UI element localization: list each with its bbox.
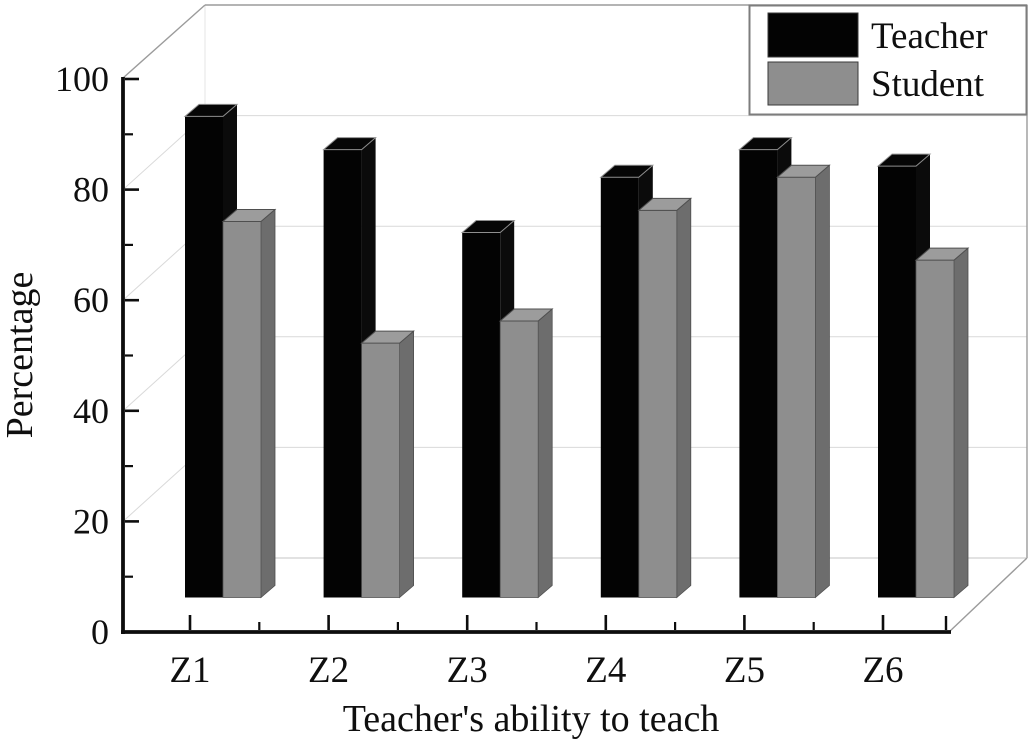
bar-front-face: [600, 177, 639, 598]
bar-student-z6: [914, 247, 970, 599]
bar-top-face: [460, 220, 516, 234]
bar-top-face: [876, 153, 932, 167]
bar-front-face: [638, 209, 678, 598]
legend: Teacher Student: [748, 4, 1028, 116]
frame-top-left-diagonal: [122, 4, 206, 79]
tick-labels-layer: 0 20 40 60 80 100 Z1 Z2 Z3 Z4 Z5 Z6: [55, 59, 904, 691]
x-tick-label-z2: Z2: [308, 650, 349, 691]
y-tick-label-20: 20: [73, 501, 109, 541]
bars-layer: [183, 103, 970, 599]
y-tick-label-60: 60: [73, 280, 109, 320]
bar-top-face: [498, 308, 554, 322]
bar-top-face: [776, 164, 831, 178]
bar-side-face: [260, 208, 276, 599]
y-axis-title: Percentage: [0, 272, 41, 439]
bar-front-face: [777, 176, 816, 598]
frame-floor-right-diagonal: [948, 557, 1028, 633]
bar-front-face: [222, 221, 262, 598]
bar-top-face: [221, 208, 277, 222]
axes-layer: [121, 77, 951, 634]
bar-top-face: [322, 137, 377, 151]
x-tick-label-z5: Z5: [724, 650, 765, 691]
bar-front-face: [499, 320, 539, 598]
bar-front-face: [361, 342, 401, 598]
bar-student-z1: [221, 208, 277, 599]
y-tick-label-0: 0: [91, 612, 109, 652]
legend-label-student: Student: [871, 64, 985, 105]
x-axis-title: Teacher's ability to teach: [343, 698, 720, 740]
bar-top-face: [914, 247, 970, 261]
y-tick-label-80: 80: [73, 170, 109, 210]
bar-student-z5: [776, 164, 831, 599]
bar-student-z3: [498, 308, 554, 599]
legend-swatch-student: [767, 61, 859, 106]
bar-front-face: [185, 116, 223, 598]
y-tick-label-40: 40: [73, 391, 109, 431]
bar-top-face: [637, 197, 693, 211]
bar-student-z2: [360, 330, 415, 599]
bar-side-face: [399, 330, 415, 599]
legend-label-teacher: Teacher: [871, 16, 988, 57]
bar-side-face: [953, 247, 969, 599]
bar-top-face: [599, 164, 655, 178]
bar-front-face: [323, 149, 362, 598]
bar-student-z4: [637, 197, 693, 599]
bar-side-face: [815, 164, 830, 599]
bar-front-face: [739, 149, 778, 598]
x-tick-label-z4: Z4: [585, 650, 626, 691]
bar-side-face: [537, 308, 553, 599]
bar-side-face: [676, 197, 692, 599]
bar-top-face: [183, 103, 239, 117]
bar-front-face: [915, 259, 955, 598]
y-tick-label-100: 100: [55, 59, 109, 99]
bar-front-face: [878, 166, 916, 598]
bar-front-face: [462, 232, 501, 598]
x-tick-label-z6: Z6: [862, 650, 903, 691]
x-tick-label-z1: Z1: [169, 650, 210, 691]
bar-top-face: [360, 330, 415, 344]
bar-top-face: [738, 137, 793, 151]
x-tick-label-z3: Z3: [447, 650, 488, 691]
legend-swatch-teacher: [767, 12, 859, 58]
